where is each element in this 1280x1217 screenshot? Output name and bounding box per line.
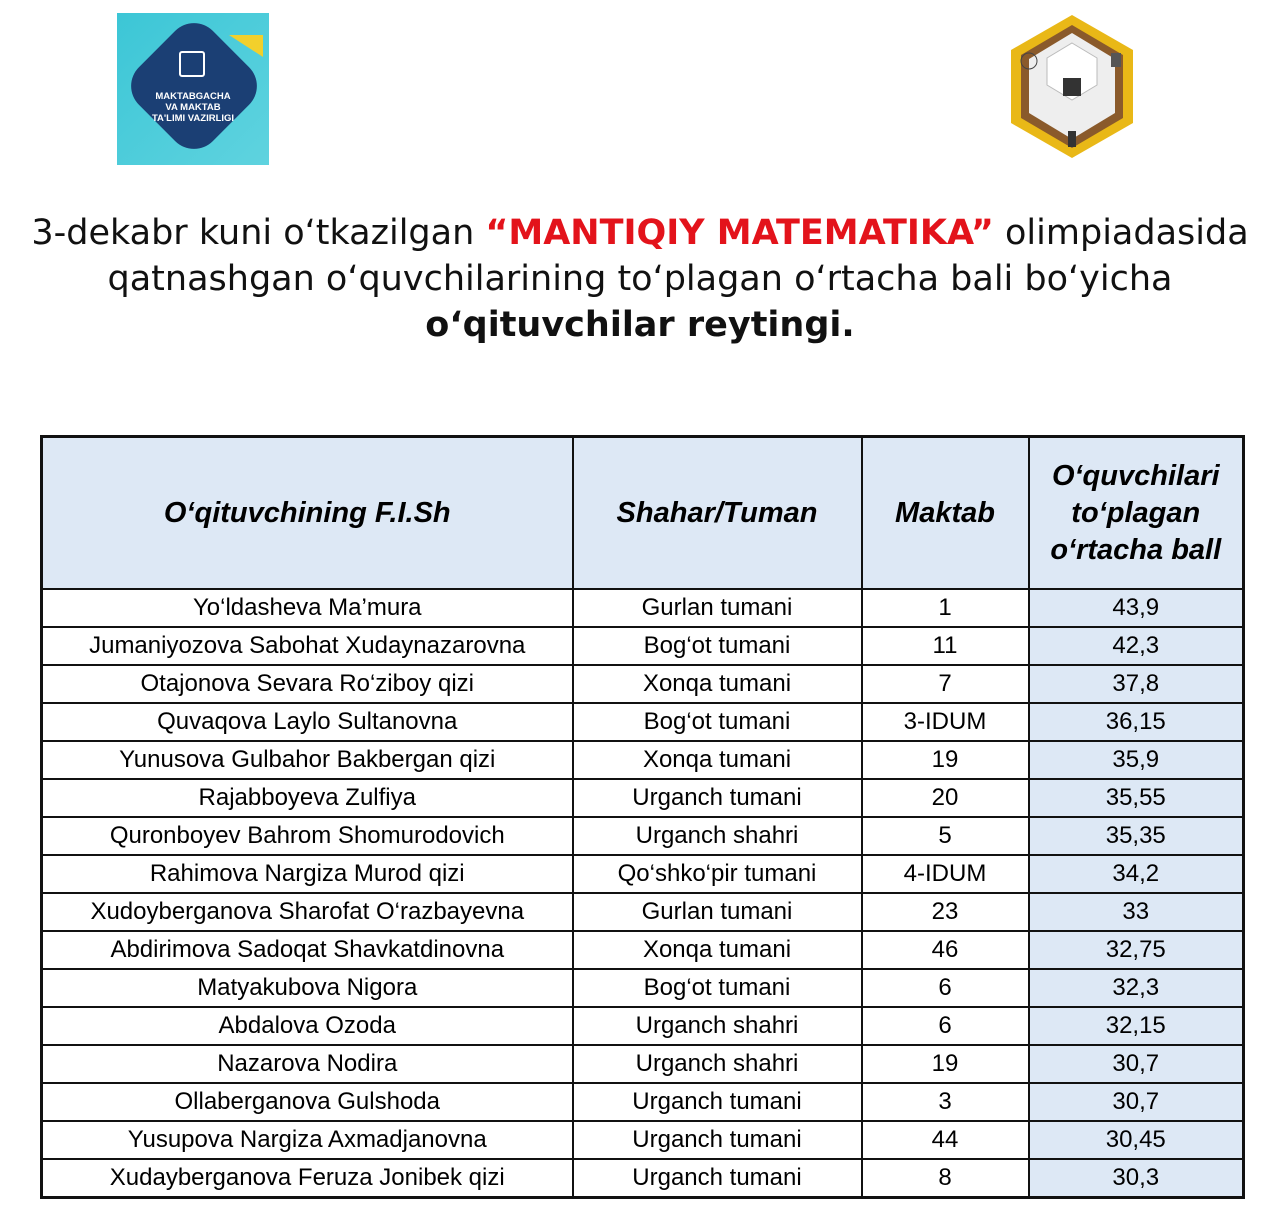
school: 5: [860, 816, 1030, 856]
district: Urganch shahri: [571, 816, 863, 856]
table-row: Jumaniyozova Sabohat Xudaynazarovna Bog‘o…: [40, 626, 1245, 666]
average-score: 35,9: [1027, 740, 1245, 780]
average-score: 34,2: [1027, 854, 1245, 894]
school: 3-IDUM: [860, 702, 1030, 742]
average-score: 37,8: [1027, 664, 1245, 704]
district: Xonqa tumani: [571, 930, 863, 970]
table-row: Xudoyberganova Sharofat O‘razbayevna Gurl…: [40, 892, 1245, 932]
school: 1: [860, 588, 1030, 628]
table-row: Otajonova Sevara Ro‘ziboy qizi Xonqa tuma…: [40, 664, 1245, 704]
average-score: 33: [1027, 892, 1245, 932]
olympiad-hexagon-logo: [1011, 15, 1133, 158]
table-row: Quvaqova Laylo Sultanovna Bog‘ot tumani 3-…: [40, 702, 1245, 742]
school: 6: [860, 1006, 1030, 1046]
district: Xonqa tumani: [571, 664, 863, 704]
teacher-name: Quronboyev Bahrom Shomurodovich: [40, 816, 574, 856]
average-score: 43,9: [1027, 588, 1245, 628]
average-score: 32,3: [1027, 968, 1245, 1008]
title-line2: qatnashgan o‘quvchilarining to‘plagan o‘…: [107, 259, 1173, 299]
table-header-row: O‘qituvchining F.I.Sh Shahar/Tuman Makta…: [40, 435, 1245, 590]
teacher-name: Yusupova Nargiza Axmadjanovna: [40, 1120, 574, 1160]
table-row: Abdirimova Sadoqat Shavkatdinovna Xonqa t…: [40, 930, 1245, 970]
ministry-logo: MAKTABGACHA VA MAKTAB TA'LIMI VAZIRLIGI: [117, 13, 269, 165]
table-row: Xudayberganova Feruza Jonibek qizi Urganc…: [40, 1158, 1245, 1199]
title-line1-post: olimpiadasida: [993, 213, 1249, 253]
average-score: 30,45: [1027, 1120, 1245, 1160]
teacher-name: Xudayberganova Feruza Jonibek qizi: [40, 1158, 574, 1199]
average-score: 36,15: [1027, 702, 1245, 742]
teacher-name: Rahimova Nargiza Murod qizi: [40, 854, 574, 894]
teacher-name: Matyakubova Nigora: [40, 968, 574, 1008]
average-score: 42,3: [1027, 626, 1245, 666]
average-score: 30,7: [1027, 1044, 1245, 1084]
district: Qo‘shko‘pir tumani: [571, 854, 863, 894]
olympiad-name: “MANTIQIY MATEMATIKA”: [485, 213, 994, 253]
district: Urganch shahri: [571, 1044, 863, 1084]
teacher-name: Yo‘ldasheva Ma’mura: [40, 588, 574, 628]
teacher-name: Ollaberganova Gulshoda: [40, 1082, 574, 1122]
district: Bog‘ot tumani: [571, 702, 863, 742]
district: Urganch tumani: [571, 1120, 863, 1160]
teacher-name: Abdalova Ozoda: [40, 1006, 574, 1046]
teacher-name: Yunusova Gulbahor Bakbergan qizi: [40, 740, 574, 780]
average-score: 30,7: [1027, 1082, 1245, 1122]
book-icon: [179, 51, 205, 77]
teacher-rating-table: O‘qituvchining F.I.Sh Shahar/Tuman Makta…: [40, 435, 1245, 1199]
header-score: O‘quvchilari to‘plagan o‘rtacha ball: [1027, 435, 1245, 590]
school: 6: [860, 968, 1030, 1008]
table-row: Yo‘ldasheva Ma’mura Gurlan tumani 1 43,9: [40, 588, 1245, 628]
teacher-name: Rajabboyeva Zulfiya: [40, 778, 574, 818]
title-line1-pre: 3-dekabr kuni o‘tkazilgan: [31, 213, 486, 253]
header-name: O‘qituvchining F.I.Sh: [40, 435, 574, 590]
school: 20: [860, 778, 1030, 818]
table-row: Abdalova Ozoda Urganch shahri 6 32,15: [40, 1006, 1245, 1046]
district: Urganch tumani: [571, 1082, 863, 1122]
teacher-name: Quvaqova Laylo Sultanovna: [40, 702, 574, 742]
school: 19: [860, 1044, 1030, 1084]
average-score: 35,55: [1027, 778, 1245, 818]
table-row: Matyakubova Nigora Bog‘ot tumani 6 32,3: [40, 968, 1245, 1008]
average-score: 35,35: [1027, 816, 1245, 856]
school: 44: [860, 1120, 1030, 1160]
header-school: Maktab: [860, 435, 1030, 590]
school: 46: [860, 930, 1030, 970]
school: 8: [860, 1158, 1030, 1199]
average-score: 32,15: [1027, 1006, 1245, 1046]
district: Bog‘ot tumani: [571, 968, 863, 1008]
teacher-name: Nazarova Nodira: [40, 1044, 574, 1084]
table-row: Nazarova Nodira Urganch shahri 19 30,7: [40, 1044, 1245, 1084]
header-district: Shahar/Tuman: [571, 435, 863, 590]
title-line3: o‘qituvchilar reytingi.: [425, 305, 855, 345]
table-row: Quronboyev Bahrom Shomurodovich Urganch s…: [40, 816, 1245, 856]
school: 4-IDUM: [860, 854, 1030, 894]
teacher-name: Abdirimova Sadoqat Shavkatdinovna: [40, 930, 574, 970]
page-title: 3-dekabr kuni o‘tkazilgan “MANTIQIY MATE…: [0, 210, 1280, 348]
table-row: Yunusova Gulbahor Bakbergan qizi Xonqa tu…: [40, 740, 1245, 780]
school: 11: [860, 626, 1030, 666]
district: Xonqa tumani: [571, 740, 863, 780]
teacher-name: Xudoyberganova Sharofat O‘razbayevna: [40, 892, 574, 932]
average-score: 32,75: [1027, 930, 1245, 970]
district: Urganch tumani: [571, 1158, 863, 1199]
school: 23: [860, 892, 1030, 932]
district: Urganch shahri: [571, 1006, 863, 1046]
teacher-name: Otajonova Sevara Ro‘ziboy qizi: [40, 664, 574, 704]
school: 3: [860, 1082, 1030, 1122]
district: Bog‘ot tumani: [571, 626, 863, 666]
table-row: Yusupova Nargiza Axmadjanovna Urganch tum…: [40, 1120, 1245, 1160]
table-row: Ollaberganova Gulshoda Urganch tumani 3 30,…: [40, 1082, 1245, 1122]
table-row: Rahimova Nargiza Murod qizi Qo‘shko‘pir t…: [40, 854, 1245, 894]
school: 19: [860, 740, 1030, 780]
district: Urganch tumani: [571, 778, 863, 818]
table-row: Rajabboyeva Zulfiya Urganch tumani 20 35,55: [40, 778, 1245, 818]
district: Gurlan tumani: [571, 588, 863, 628]
district: Gurlan tumani: [571, 892, 863, 932]
school: 7: [860, 664, 1030, 704]
teacher-name: Jumaniyozova Sabohat Xudaynazarovna: [40, 626, 574, 666]
average-score: 30,3: [1027, 1158, 1245, 1199]
